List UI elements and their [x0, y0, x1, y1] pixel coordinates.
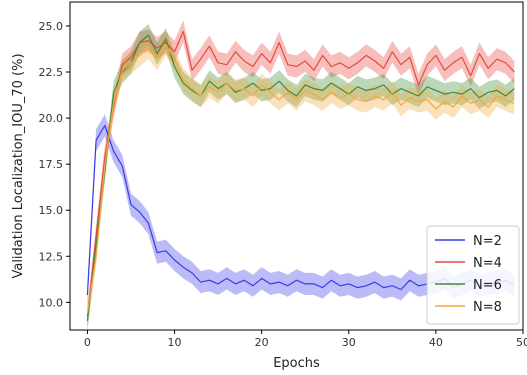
y-tick-label: 20.0	[39, 112, 64, 125]
y-axis-ticks: 10.0 12.5 15.0 17.5 20.0 22.5 25.0	[39, 20, 70, 309]
legend-label: N=2	[473, 234, 502, 249]
x-tick-label: 30	[342, 336, 356, 349]
y-tick-label: 10.0	[39, 296, 64, 309]
y-tick-label: 12.5	[39, 250, 64, 263]
x-tick-label: 40	[429, 336, 443, 349]
series-band-4	[87, 33, 515, 325]
y-tick-label: 22.5	[39, 66, 64, 79]
legend-label: N=8	[473, 300, 502, 315]
series-line-4	[86, 43, 515, 314]
x-axis-ticks: 0 10 20 30 40 50	[84, 330, 527, 349]
plot-frame	[69, 1, 524, 331]
x-tick-label: 10	[168, 336, 182, 349]
series-line-3	[86, 34, 515, 321]
x-tick-label: 0	[84, 336, 91, 349]
series-band-2	[87, 20, 515, 329]
x-tick-label: 50	[516, 336, 527, 349]
legend-box	[426, 225, 520, 325]
series-line-2	[86, 30, 515, 318]
y-tick-label: 15.0	[39, 204, 64, 217]
legend: N=2 N=4 N=6 N=8	[426, 225, 520, 325]
y-tick-label: 25.0	[39, 20, 64, 33]
y-tick-label: 17.5	[39, 158, 64, 171]
x-tick-label: 20	[255, 336, 269, 349]
legend-label: N=6	[473, 278, 502, 293]
series-band-3	[87, 24, 515, 332]
x-axis-label: Epochs	[273, 356, 320, 371]
y-axis-label: Validation Localization_IOU_70 (%)	[11, 53, 26, 278]
legend-label: N=4	[473, 256, 502, 271]
